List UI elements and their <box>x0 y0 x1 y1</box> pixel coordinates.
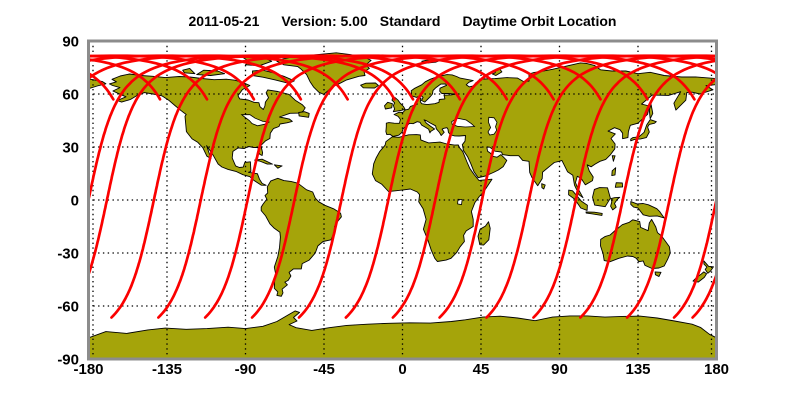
orbit-track <box>391 54 717 319</box>
orbit-track <box>88 54 256 101</box>
landmass-sumatra <box>568 189 588 211</box>
orbit-track <box>88 54 349 101</box>
orbit-track <box>485 54 717 319</box>
y-tick-label: -30 <box>57 246 79 263</box>
landmass-ireland <box>384 101 393 110</box>
orbit-track <box>157 54 509 319</box>
landmass-eurasia <box>385 62 717 199</box>
lake-great-lakes <box>240 114 271 127</box>
landmass-iceland <box>360 82 379 89</box>
y-tick-label: 0 <box>71 193 79 210</box>
landmass-hispaniola <box>273 164 283 169</box>
orbit-track <box>532 54 717 319</box>
title-date: 2011-05-21 <box>188 13 260 29</box>
landmass-cuba <box>254 158 273 165</box>
y-tick-label: -90 <box>57 352 79 369</box>
orbit-track <box>88 54 396 207</box>
orbit-track <box>344 54 696 319</box>
orbit-track <box>88 54 303 101</box>
x-tick-label: 90 <box>551 361 568 378</box>
axis-labels: -180 -135 -90 -45 0 45 90 135 180 90 60 30 0 -30 -60 -9… <box>57 34 729 379</box>
x-tick-label: 135 <box>625 361 650 378</box>
y-tick-label: 30 <box>62 140 79 157</box>
orbit-track <box>0 56 19 318</box>
title-product: Standard <box>379 13 441 29</box>
x-tick-label: 45 <box>473 361 490 378</box>
landmass-japan <box>630 119 657 142</box>
landmass-south-america <box>260 177 342 297</box>
landmass-luzon <box>611 167 617 177</box>
lake-caspian-sea <box>487 116 498 136</box>
landmass-sakhalin <box>648 104 654 120</box>
landmass-java <box>585 211 603 216</box>
title-version: Version: 5.00 <box>281 13 368 29</box>
y-tick-label: 90 <box>62 34 79 51</box>
orbit-track <box>438 54 717 319</box>
orbit-tracks-layer <box>0 54 800 319</box>
x-tick-label: -45 <box>313 361 335 378</box>
plot-title: 2011-05-21 Version: 5.00 Standard Daytim… <box>88 13 717 29</box>
landmass-newfoundland <box>298 111 310 118</box>
orbit-track <box>110 54 462 319</box>
orbit-track <box>740 56 800 318</box>
landmass-australia <box>600 218 671 269</box>
title-label: Daytime Orbit Location <box>462 13 617 29</box>
landmass-taiwan <box>611 155 616 162</box>
x-tick-label: -90 <box>235 361 257 378</box>
landmass-uk <box>391 96 406 113</box>
x-tick-label: 0 <box>398 361 406 378</box>
plot-frame <box>87 39 718 361</box>
landmass-sri-lanka <box>541 183 546 190</box>
orbit-track <box>0 56 66 318</box>
landmass-nz-north <box>703 260 714 274</box>
y-tick-label: -60 <box>57 299 79 316</box>
orbit-track <box>203 54 555 319</box>
orbit-track <box>625 76 717 319</box>
x-tick-label: -135 <box>152 361 182 378</box>
landmass-madagascar <box>477 221 491 246</box>
orbit-track <box>297 54 649 319</box>
landmass-new-guinea <box>630 201 665 219</box>
x-tick-label: -180 <box>73 361 103 378</box>
orbit-track <box>786 56 800 318</box>
x-tick-label: 180 <box>704 361 729 378</box>
landmass-tasmania <box>654 271 662 277</box>
landmass-mindanao <box>614 182 624 188</box>
orbit-track <box>250 54 602 319</box>
orbit-track <box>579 59 717 319</box>
landmass-banks-island <box>182 67 196 75</box>
orbit-track <box>672 193 717 319</box>
y-tick-label: 60 <box>62 87 79 104</box>
landmass-borneo <box>592 187 611 208</box>
